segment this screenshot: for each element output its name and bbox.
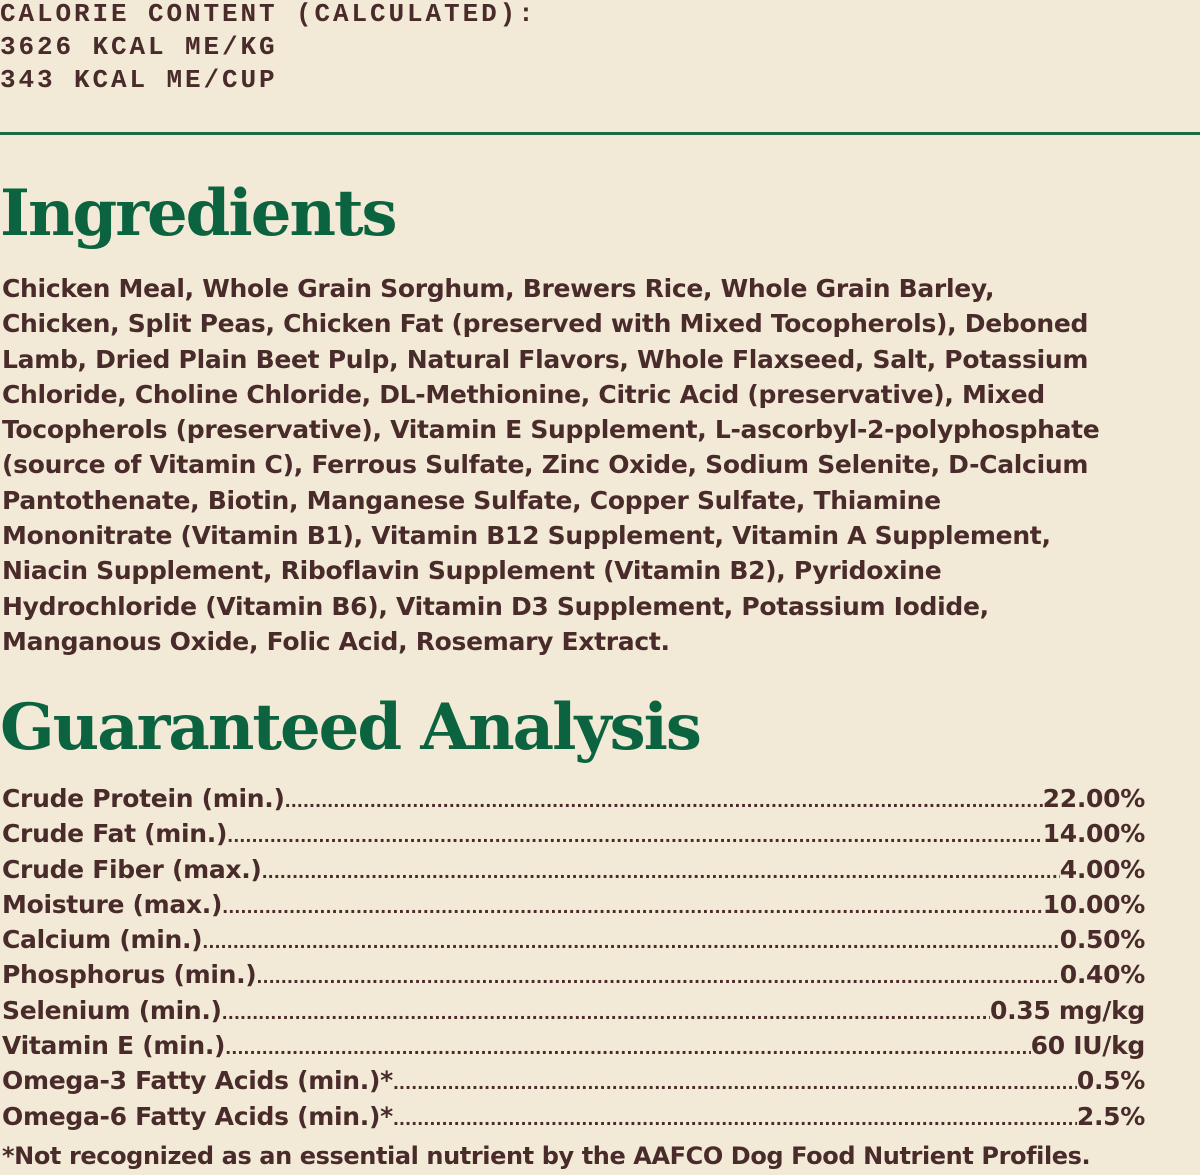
nutrient-name: Omega-3 Fatty Acids (min.)* xyxy=(2,1066,393,1096)
dot-leader xyxy=(262,855,1060,890)
analysis-row: Crude Fiber (max.) 4.00% xyxy=(2,852,1145,887)
ingredients-line: Manganous Oxide, Folic Acid, Rosemary Ex… xyxy=(2,626,670,656)
nutrient-value: 0.5% xyxy=(1076,1066,1145,1096)
dot-leader xyxy=(227,819,1043,854)
nutrient-value: 0.50% xyxy=(1059,925,1146,955)
nutrient-name: Crude Protein (min.) xyxy=(2,784,285,813)
nutrient-value: 10.00% xyxy=(1042,889,1146,919)
nutrient-name: Moisture (max.) xyxy=(2,889,223,919)
nutrient-value: 22.00% xyxy=(1042,784,1146,813)
dot-leader xyxy=(285,784,1043,819)
analysis-row: Omega-6 Fatty Acids (min.)* 2.5% xyxy=(2,1099,1145,1134)
calorie-per-cup: 343 KCAL ME/CUP xyxy=(0,65,278,95)
ingredients-line: Tocopherols (preservative), Vitamin E Su… xyxy=(2,415,1100,445)
ingredients-line: Mononitrate (Vitamin B1), Vitamin B12 Su… xyxy=(2,521,1051,551)
footnote: *Not recognized as an essential nutrient… xyxy=(2,1142,1091,1170)
divider xyxy=(0,132,1200,135)
ingredients-line: Lamb, Dried Plain Beet Pulp, Natural Fla… xyxy=(2,344,1089,374)
calorie-per-kg: 3626 KCAL ME/KG xyxy=(0,32,278,62)
analysis-row: Phosphorus (min.) 0.40% xyxy=(2,957,1145,992)
dot-leader xyxy=(393,1066,1077,1101)
nutrient-name: Omega-6 Fatty Acids (min.)* xyxy=(2,1101,393,1131)
analysis-row: Vitamin E (min.) 60 IU/kg xyxy=(2,1028,1145,1063)
dot-leader xyxy=(222,890,1043,925)
ingredients-line: Chicken Meal, Whole Grain Sorghum, Brewe… xyxy=(2,274,995,303)
ingredients-line: Niacin Supplement, Riboflavin Supplement… xyxy=(2,556,942,586)
ingredients-line: Hydrochloride (Vitamin B6), Vitamin D3 S… xyxy=(2,591,989,621)
analysis-row: Crude Fat (min.) 14.00% xyxy=(2,816,1145,851)
nutrient-value: 4.00% xyxy=(1059,854,1146,884)
nutrient-name: Crude Fat (min.) xyxy=(2,819,228,849)
nutrient-name: Vitamin E (min.) xyxy=(2,1031,226,1061)
analysis-row: Omega-3 Fatty Acids (min.)* 0.5% xyxy=(2,1063,1145,1098)
ingredients-line: Chicken, Split Peas, Chicken Fat (preser… xyxy=(2,309,1089,339)
nutrient-value: 60 IU/kg xyxy=(1030,1031,1146,1061)
dot-leader xyxy=(222,996,990,1031)
analysis-row: Calcium (min.) 0.50% xyxy=(2,922,1145,957)
ingredients-list: Chicken Meal, Whole Grain Sorghum, Brewe… xyxy=(2,271,1100,659)
nutrient-value: 0.35 mg/kg xyxy=(990,995,1145,1025)
nutrient-name: Crude Fiber (max.) xyxy=(2,854,262,884)
calorie-content: CALORIE CONTENT (CALCULATED): 3626 KCAL … xyxy=(0,0,537,97)
guaranteed-analysis-table: Crude Protein (min.) 22.00% Crude Fat (min… xyxy=(2,781,1145,1134)
nutrient-name: Phosphorus (min.) xyxy=(2,960,257,990)
nutrient-value: 14.00% xyxy=(1042,819,1146,849)
ingredients-line: Chloride, Choline Chloride, DL-Methionin… xyxy=(2,379,1045,409)
calorie-title: CALORIE CONTENT (CALCULATED): xyxy=(0,0,537,29)
guaranteed-analysis-heading: Guaranteed Analysis xyxy=(0,690,702,765)
dot-leader xyxy=(393,1102,1077,1137)
nutrient-name: Selenium (min.) xyxy=(2,995,222,1025)
ingredients-heading: Ingredients xyxy=(0,176,398,251)
ingredients-line: Pantothenate, Biotin, Manganese Sulfate,… xyxy=(2,485,941,515)
nutrient-name: Calcium (min.) xyxy=(2,925,203,955)
analysis-row: Crude Protein (min.) 22.00% xyxy=(2,781,1145,816)
analysis-row: Moisture (max.) 10.00% xyxy=(2,887,1145,922)
ingredients-line: (source of Vitamin C), Ferrous Sulfate, … xyxy=(2,450,1089,480)
dot-leader xyxy=(256,960,1059,995)
analysis-row: Selenium (min.) 0.35 mg/kg xyxy=(2,993,1145,1028)
dot-leader xyxy=(202,925,1059,960)
nutrient-value: 2.5% xyxy=(1076,1101,1145,1131)
dot-leader xyxy=(225,1031,1030,1066)
nutrient-value: 0.40% xyxy=(1059,960,1146,990)
